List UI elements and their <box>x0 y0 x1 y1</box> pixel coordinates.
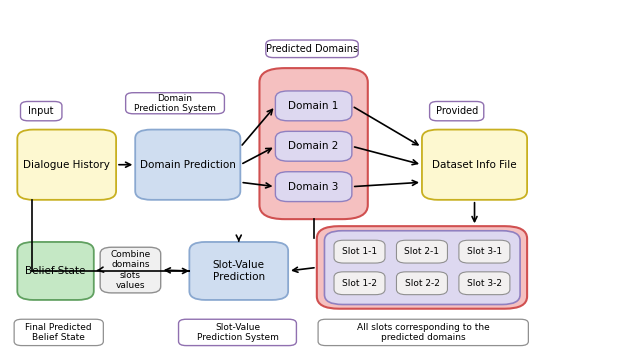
Text: Combine
domains
slots
values: Combine domains slots values <box>110 250 150 290</box>
FancyBboxPatch shape <box>20 102 62 121</box>
Text: Predicted Domains: Predicted Domains <box>266 44 358 54</box>
FancyBboxPatch shape <box>396 272 447 295</box>
FancyBboxPatch shape <box>429 102 484 121</box>
FancyBboxPatch shape <box>334 272 385 295</box>
FancyBboxPatch shape <box>17 242 94 300</box>
Text: Slot 1-1: Slot 1-1 <box>342 247 377 256</box>
FancyBboxPatch shape <box>135 130 241 200</box>
FancyBboxPatch shape <box>14 319 103 346</box>
FancyBboxPatch shape <box>422 130 527 200</box>
Text: Dataset Info File: Dataset Info File <box>432 160 517 170</box>
Text: Slot 2-1: Slot 2-1 <box>404 247 440 256</box>
FancyBboxPatch shape <box>275 131 352 161</box>
Text: Input: Input <box>28 106 54 116</box>
Text: Provided: Provided <box>436 106 478 116</box>
Text: Slot 3-1: Slot 3-1 <box>467 247 502 256</box>
FancyBboxPatch shape <box>189 242 288 300</box>
Text: Final Predicted
Belief State: Final Predicted Belief State <box>26 323 92 342</box>
Text: Slot 3-2: Slot 3-2 <box>467 279 502 288</box>
Text: Domain 3: Domain 3 <box>289 182 339 192</box>
Text: Slot 2-2: Slot 2-2 <box>404 279 440 288</box>
FancyBboxPatch shape <box>317 226 527 309</box>
Text: Slot-Value
Prediction: Slot-Value Prediction <box>212 260 265 282</box>
FancyBboxPatch shape <box>266 40 358 58</box>
FancyBboxPatch shape <box>17 130 116 200</box>
Text: Domain 2: Domain 2 <box>289 141 339 151</box>
FancyBboxPatch shape <box>125 93 225 114</box>
Text: Slot 1-2: Slot 1-2 <box>342 279 377 288</box>
Text: Domain
Prediction System: Domain Prediction System <box>134 93 216 113</box>
FancyBboxPatch shape <box>100 247 161 293</box>
Text: Domain Prediction: Domain Prediction <box>140 160 236 170</box>
Text: Slot-Value
Prediction System: Slot-Value Prediction System <box>196 323 278 342</box>
FancyBboxPatch shape <box>259 68 368 219</box>
FancyBboxPatch shape <box>179 319 296 346</box>
Text: Dialogue History: Dialogue History <box>23 160 110 170</box>
FancyBboxPatch shape <box>324 231 520 304</box>
FancyBboxPatch shape <box>334 240 385 263</box>
Text: Domain 1: Domain 1 <box>289 101 339 111</box>
FancyBboxPatch shape <box>459 272 510 295</box>
Text: Belief-State: Belief-State <box>26 266 86 276</box>
FancyBboxPatch shape <box>318 319 529 346</box>
Text: All slots corresponding to the
predicted domains: All slots corresponding to the predicted… <box>357 323 490 342</box>
FancyBboxPatch shape <box>396 240 447 263</box>
FancyBboxPatch shape <box>275 172 352 201</box>
FancyBboxPatch shape <box>459 240 510 263</box>
FancyBboxPatch shape <box>275 91 352 121</box>
